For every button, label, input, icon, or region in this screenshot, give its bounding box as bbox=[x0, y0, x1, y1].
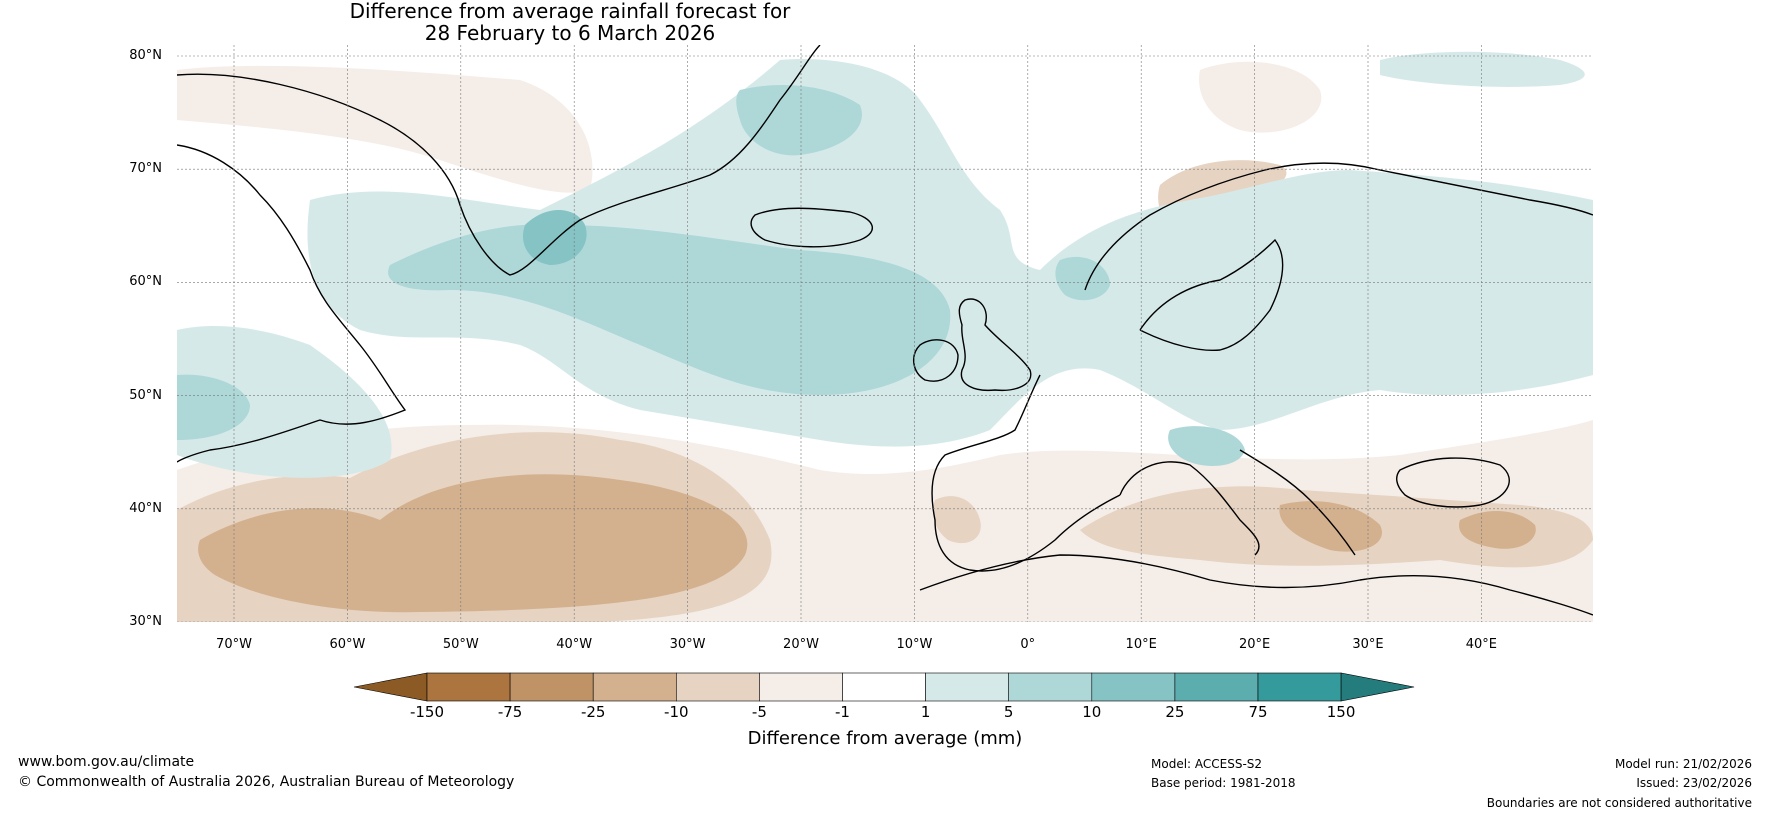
wet-region-west-atlantic bbox=[177, 325, 392, 478]
wet-region-northeast bbox=[1380, 51, 1585, 87]
colorbar-segment bbox=[592, 672, 677, 702]
longitude-label: 30°W bbox=[669, 637, 706, 652]
coastlines bbox=[177, 45, 1593, 616]
colorbar-segment bbox=[1174, 672, 1259, 702]
colorbar-segment bbox=[759, 672, 843, 702]
longitude-label: 50°W bbox=[442, 637, 479, 652]
wet-band-north-atlantic bbox=[307, 59, 1593, 447]
longitude-label: 60°W bbox=[329, 637, 366, 652]
colorbar-extend-high bbox=[1340, 672, 1415, 702]
colorbar-tick-label: 5 bbox=[1003, 703, 1014, 721]
dry-core-aegean bbox=[1279, 501, 1382, 552]
longitude-label: 0° bbox=[1020, 637, 1036, 652]
coast-europe-atlantic bbox=[931, 374, 1121, 572]
colorbar-segment bbox=[509, 672, 594, 702]
coast-black-sea bbox=[1396, 457, 1510, 508]
longitude-label: 20°W bbox=[783, 637, 819, 652]
coast-north-africa bbox=[919, 554, 1593, 616]
wet-core-north-atlantic bbox=[388, 224, 951, 395]
colorbar-extend-low bbox=[353, 672, 428, 702]
colorbar-tick-label: 10 bbox=[1082, 703, 1102, 721]
colorbar-segment bbox=[1257, 672, 1342, 702]
footer-issued: Issued: 23/02/2026 bbox=[1636, 776, 1752, 790]
colorbar-tick-label: 1 bbox=[920, 703, 931, 721]
colorbar-tick-label: -25 bbox=[580, 703, 606, 721]
latitude-label: 50°N bbox=[129, 387, 162, 403]
colorbar-segment bbox=[1008, 672, 1093, 702]
coast-iceland bbox=[750, 207, 873, 248]
colorbar-tick-label: 75 bbox=[1248, 703, 1268, 721]
colorbar-tick-label: 150 bbox=[1326, 703, 1356, 721]
wet-core-alps bbox=[1168, 426, 1245, 466]
footer-model: Model: ACCESS-S2 bbox=[1151, 757, 1263, 771]
title-line-1: Difference from average rainfall forecas… bbox=[349, 0, 791, 23]
latitude-label: 70°N bbox=[129, 161, 162, 177]
longitude-label: 30°E bbox=[1352, 637, 1384, 652]
colorbar-tick-label: 25 bbox=[1165, 703, 1185, 721]
colorbar-segment bbox=[925, 672, 1009, 702]
title-line-2: 28 February to 6 March 2026 bbox=[424, 21, 716, 45]
footer-model-run: Model run: 21/02/2026 bbox=[1614, 757, 1752, 771]
colorbar-tick-label: -1 bbox=[835, 703, 850, 721]
coast-baltic bbox=[1139, 238, 1284, 352]
footer-copyright: © Commonwealth of Australia 2026, Austra… bbox=[18, 774, 515, 790]
wet-core-denmark-strait bbox=[522, 210, 587, 265]
colorbar-tick-label: -75 bbox=[497, 703, 523, 721]
longitude-label: 20°E bbox=[1238, 637, 1271, 652]
wet-core-greenland-sea bbox=[736, 85, 862, 156]
footer-url[interactable]: www.bom.gov.au/climate bbox=[18, 754, 195, 770]
longitude-label: 10°W bbox=[896, 637, 933, 652]
longitude-label: 40°E bbox=[1465, 637, 1498, 652]
colorbar-tick-label: -150 bbox=[409, 703, 445, 721]
colorbar-segment bbox=[426, 672, 511, 702]
gridlines bbox=[177, 45, 1593, 622]
latitude-label: 30°N bbox=[129, 614, 162, 629]
chart-title: Difference from average rainfall forecas… bbox=[0, 0, 1500, 44]
dry-core-levant bbox=[1459, 510, 1536, 549]
longitude-label: 40°W bbox=[556, 637, 593, 652]
coast-ireland bbox=[913, 339, 959, 382]
colorbar-tick-label: -10 bbox=[664, 703, 689, 721]
coast-greenland bbox=[177, 45, 821, 276]
coast-scandinavia bbox=[1084, 162, 1593, 291]
longitude-label: 70°W bbox=[216, 637, 252, 652]
dry-region-iberia bbox=[933, 496, 981, 544]
coast-canada-labrador bbox=[177, 144, 407, 463]
wet-core-labrador bbox=[177, 374, 250, 440]
colorbar-tick-label: -5 bbox=[751, 703, 767, 721]
latitude-label: 40°N bbox=[129, 500, 162, 516]
colorbar-title: Difference from average (mm) bbox=[747, 728, 1023, 749]
colorbar-segment bbox=[842, 672, 926, 702]
colorbar bbox=[353, 672, 1415, 702]
longitude-label: 10°E bbox=[1125, 637, 1157, 652]
colorbar-segment bbox=[675, 672, 760, 702]
coast-italy-balkans bbox=[1119, 449, 1356, 556]
dry-region-labrador-sea bbox=[177, 65, 593, 193]
coast-great-britain bbox=[958, 298, 1032, 392]
latitude-label: 80°N bbox=[129, 48, 162, 63]
footer-base-period: Base period: 1981-2018 bbox=[1151, 776, 1296, 790]
footer-disclaimer: Boundaries are not considered authoritat… bbox=[1486, 796, 1752, 810]
latitude-label: 60°N bbox=[129, 274, 162, 290]
dry-region-arctic bbox=[1199, 61, 1322, 133]
colorbar-segment bbox=[1091, 672, 1176, 702]
